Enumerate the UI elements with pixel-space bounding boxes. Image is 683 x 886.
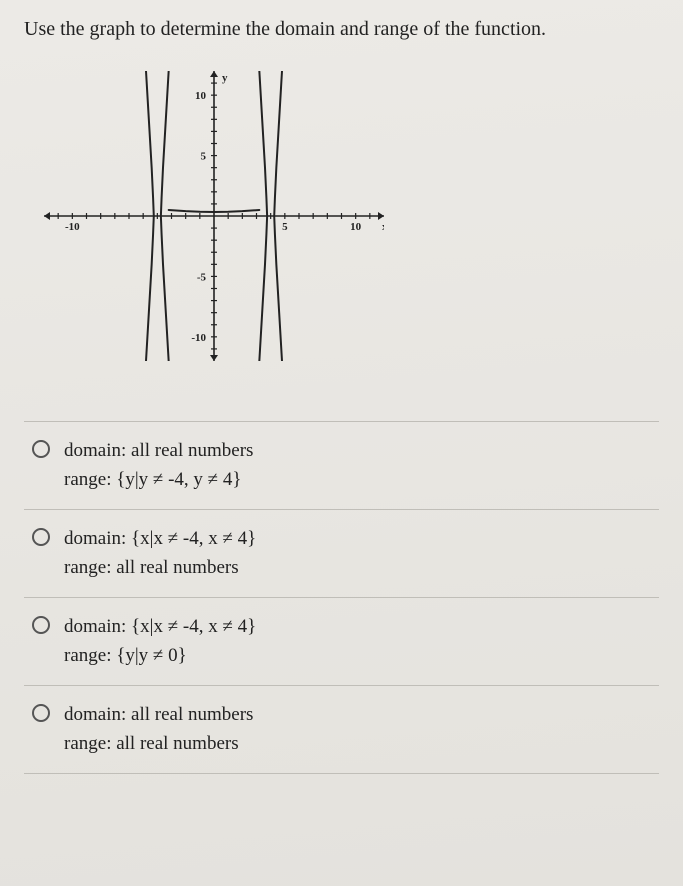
svg-text:5: 5 (282, 221, 288, 233)
graph-svg: -10 5 10 10 5 -5 -10 y x (44, 71, 384, 361)
choice-line-1: domain: all real numbers (64, 436, 253, 465)
choice-a[interactable]: domain: all real numbers range: {y|y ≠ -… (24, 422, 659, 510)
question-prompt: Use the graph to determine the domain an… (24, 18, 659, 41)
svg-text:10: 10 (350, 221, 362, 233)
answer-choices: domain: all real numbers range: {y|y ≠ -… (24, 421, 659, 774)
page-root: Use the graph to determine the domain an… (0, 0, 683, 886)
choice-line-2: range: {y|y ≠ -4, y ≠ 4} (64, 465, 253, 494)
function-graph: -10 5 10 10 5 -5 -10 y x (44, 71, 384, 361)
svg-text:-10: -10 (191, 332, 206, 344)
choice-d[interactable]: domain: all real numbers range: all real… (24, 686, 659, 774)
svg-text:-5: -5 (197, 271, 207, 283)
choice-line-1: domain: {x|x ≠ -4, x ≠ 4} (64, 612, 256, 641)
svg-text:5: 5 (201, 151, 207, 163)
choice-text: domain: {x|x ≠ -4, x ≠ 4} range: {y|y ≠ … (64, 612, 256, 671)
choice-c[interactable]: domain: {x|x ≠ -4, x ≠ 4} range: {y|y ≠ … (24, 598, 659, 686)
svg-text:x: x (382, 221, 384, 233)
choice-line-2: range: {y|y ≠ 0} (64, 641, 256, 670)
radio-icon (32, 528, 50, 546)
choice-text: domain: all real numbers range: {y|y ≠ -… (64, 436, 253, 495)
svg-text:y: y (222, 72, 228, 84)
radio-icon (32, 704, 50, 722)
choice-text: domain: {x|x ≠ -4, x ≠ 4} range: all rea… (64, 524, 256, 583)
choice-line-1: domain: all real numbers (64, 700, 253, 729)
choice-line-2: range: all real numbers (64, 553, 256, 582)
choice-b[interactable]: domain: {x|x ≠ -4, x ≠ 4} range: all rea… (24, 510, 659, 598)
choice-line-2: range: all real numbers (64, 729, 253, 758)
radio-icon (32, 440, 50, 458)
svg-text:-10: -10 (65, 221, 80, 233)
choice-line-1: domain: {x|x ≠ -4, x ≠ 4} (64, 524, 256, 553)
radio-icon (32, 616, 50, 634)
svg-text:10: 10 (195, 90, 207, 102)
choice-text: domain: all real numbers range: all real… (64, 700, 253, 759)
